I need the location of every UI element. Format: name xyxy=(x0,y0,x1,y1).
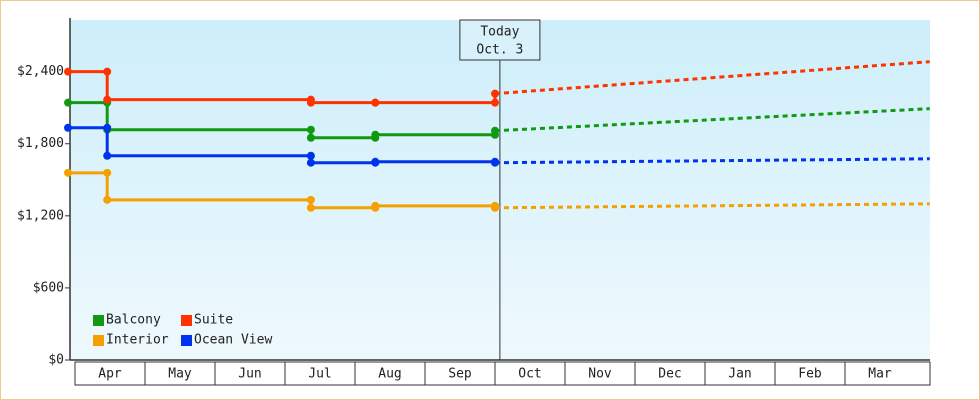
price-point xyxy=(306,151,315,160)
price-point xyxy=(306,98,315,107)
y-tick-label: $0 xyxy=(48,353,64,368)
price-point xyxy=(103,67,112,76)
legend-swatch xyxy=(181,335,192,346)
legend-label: Interior xyxy=(106,333,169,348)
price-point xyxy=(371,201,380,210)
x-tick-label: Apr xyxy=(98,367,122,382)
x-tick-label: Sep xyxy=(448,367,472,382)
legend-swatch xyxy=(93,335,104,346)
today-label: Oct. 3 xyxy=(476,43,523,58)
x-tick-label: Nov xyxy=(588,367,612,382)
legend-swatch xyxy=(93,315,104,326)
price-point xyxy=(103,151,112,160)
forecast-line xyxy=(494,60,930,96)
price-point xyxy=(306,133,315,142)
y-tick-label: $1,200 xyxy=(17,208,64,223)
x-tick-label: Feb xyxy=(798,367,822,382)
price-point xyxy=(306,203,315,212)
price-point xyxy=(371,98,380,107)
x-tick-label: Dec xyxy=(658,367,681,382)
y-tick-label: $600 xyxy=(33,280,64,295)
price-point xyxy=(371,130,380,139)
price-point xyxy=(103,95,112,104)
price-point xyxy=(64,123,72,132)
legend-label: Balcony xyxy=(106,313,161,328)
price-point xyxy=(103,195,112,204)
x-tick-label: Jun xyxy=(238,367,261,382)
price-point xyxy=(64,168,72,177)
price-point xyxy=(64,98,72,107)
forecast-line xyxy=(494,107,930,133)
price-point xyxy=(103,168,112,177)
forecast-line xyxy=(494,202,930,210)
x-tick-label: Mar xyxy=(868,367,892,382)
y-tick-label: $1,800 xyxy=(17,136,64,151)
price-point xyxy=(103,123,112,132)
legend-swatch xyxy=(181,315,192,326)
forecast-line xyxy=(494,157,930,165)
price-point xyxy=(371,157,380,166)
x-tick-label: Aug xyxy=(378,367,401,382)
today-box xyxy=(459,19,541,61)
y-tick-label: $2,400 xyxy=(17,64,64,79)
price-point xyxy=(306,195,315,204)
x-tick-label: May xyxy=(168,367,192,382)
price-point xyxy=(491,98,499,107)
x-tick-label: Jan xyxy=(728,367,751,382)
x-tick-label: Oct xyxy=(518,367,541,382)
x-tick-label: Jul xyxy=(308,367,331,382)
today-label: Today xyxy=(480,25,519,40)
legend-label: Suite xyxy=(194,313,233,328)
legend-label: Ocean View xyxy=(194,333,272,348)
price-point xyxy=(306,125,315,134)
price-point xyxy=(64,67,72,76)
price-point xyxy=(306,158,315,167)
